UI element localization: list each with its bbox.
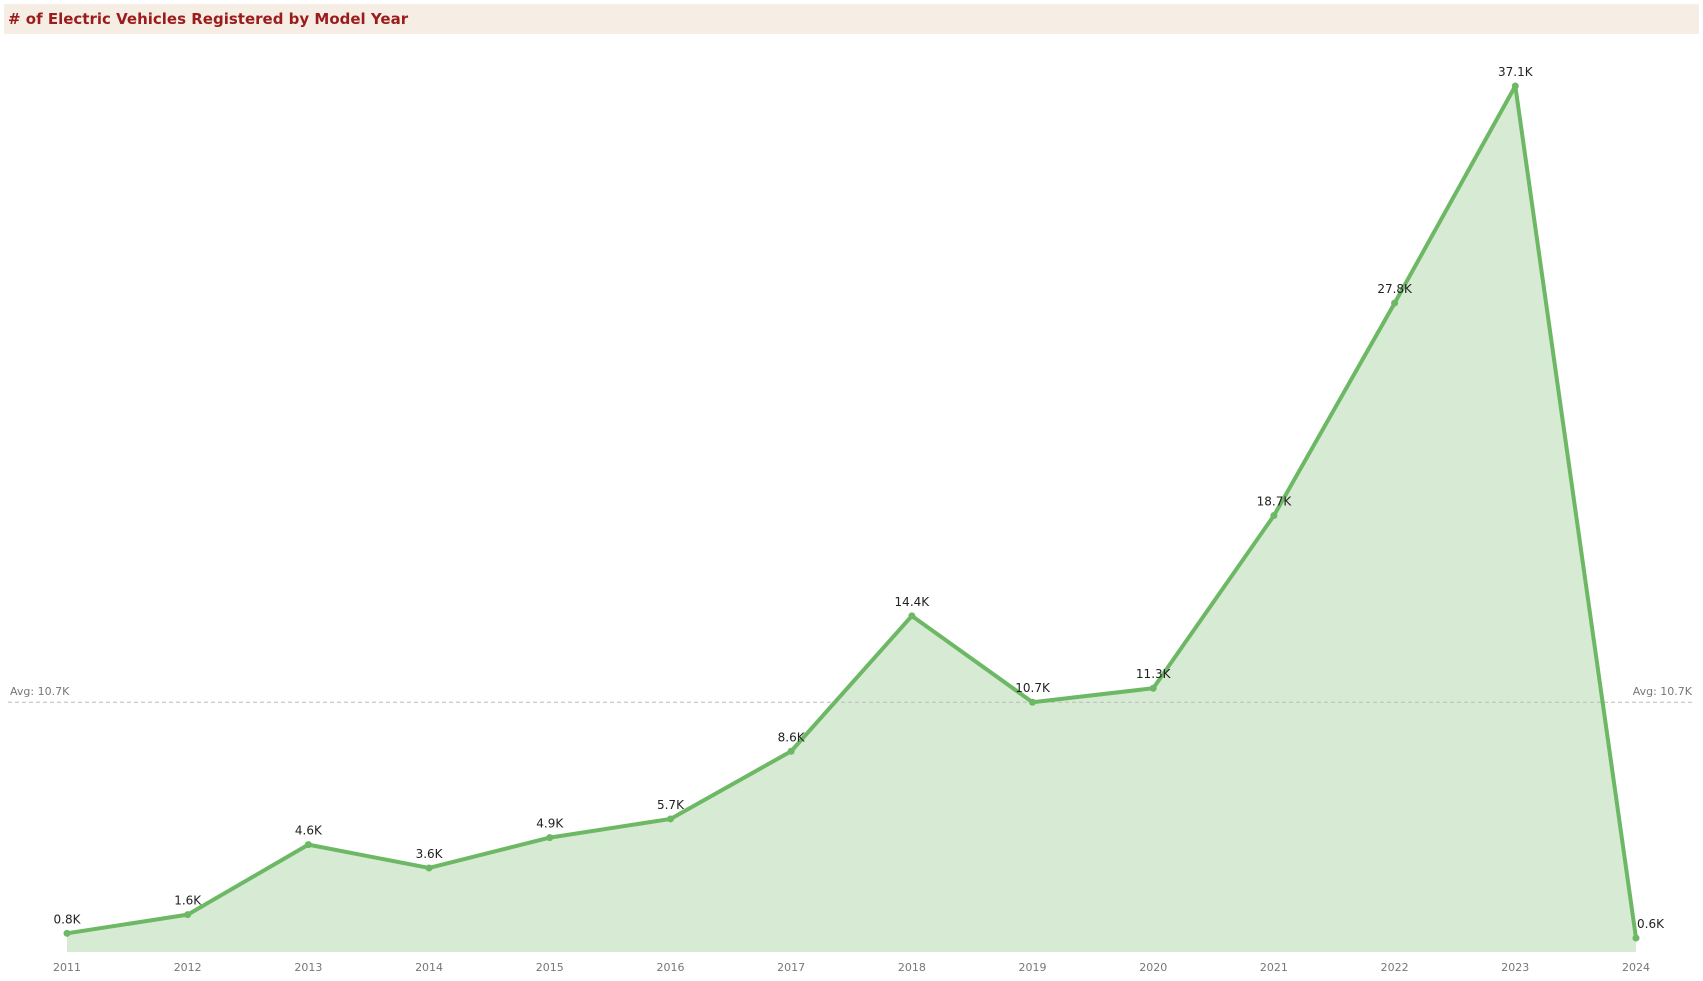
chart-title: # of Electric Vehicles Registered by Mod… (8, 10, 409, 28)
x-tick-label: 2024 (1622, 961, 1650, 974)
data-label: 14.4K (895, 595, 931, 609)
x-tick-label: 2023 (1501, 961, 1529, 974)
x-tick-label: 2018 (898, 961, 926, 974)
average-label-right: Avg: 10.7K (1633, 685, 1693, 698)
x-tick-label: 2015 (536, 961, 564, 974)
series-line (65, 84, 1638, 940)
data-point (425, 864, 433, 872)
x-tick-label: 2019 (1019, 961, 1047, 974)
data-point (1149, 684, 1157, 692)
x-tick-label: 2021 (1260, 961, 1288, 974)
data-label: 3.6K (416, 847, 444, 861)
area-fill (67, 86, 1636, 952)
x-tick-label: 2016 (656, 961, 684, 974)
data-label: 10.7K (1015, 681, 1051, 695)
data-label: 8.6K (778, 730, 806, 744)
data-label: 4.9K (536, 817, 564, 831)
data-label: 0.6K (1637, 917, 1665, 931)
x-tick-label: 2017 (777, 961, 805, 974)
chart-title-bar: # of Electric Vehicles Registered by Mod… (4, 4, 1699, 34)
x-tick-label: 2012 (174, 961, 202, 974)
average-label-left: Avg: 10.7K (10, 685, 70, 698)
data-point (1511, 82, 1519, 90)
data-label: 11.3K (1136, 667, 1172, 681)
x-tick-label: 2022 (1381, 961, 1409, 974)
data-point (666, 815, 674, 823)
data-label: 18.7K (1257, 494, 1293, 508)
data-label: 37.1K (1498, 65, 1534, 79)
x-tick-label: 2011 (53, 961, 81, 974)
data-point (1391, 299, 1399, 307)
x-tick-label: 2013 (294, 961, 322, 974)
data-point (1270, 511, 1278, 519)
data-point (546, 834, 554, 842)
data-point (304, 841, 312, 849)
data-label: 1.6K (174, 894, 202, 908)
data-label: 5.7K (657, 798, 685, 812)
data-point (908, 612, 916, 620)
data-point (184, 911, 192, 919)
data-point (787, 747, 795, 755)
data-point (1029, 698, 1037, 706)
data-point (63, 929, 71, 937)
data-label: 0.8K (54, 912, 82, 926)
data-label: 4.6K (295, 824, 323, 838)
x-tick-label: 2014 (415, 961, 443, 974)
x-tick-label: 2020 (1139, 961, 1167, 974)
data-label: 27.8K (1377, 282, 1413, 296)
data-point (1632, 934, 1640, 942)
